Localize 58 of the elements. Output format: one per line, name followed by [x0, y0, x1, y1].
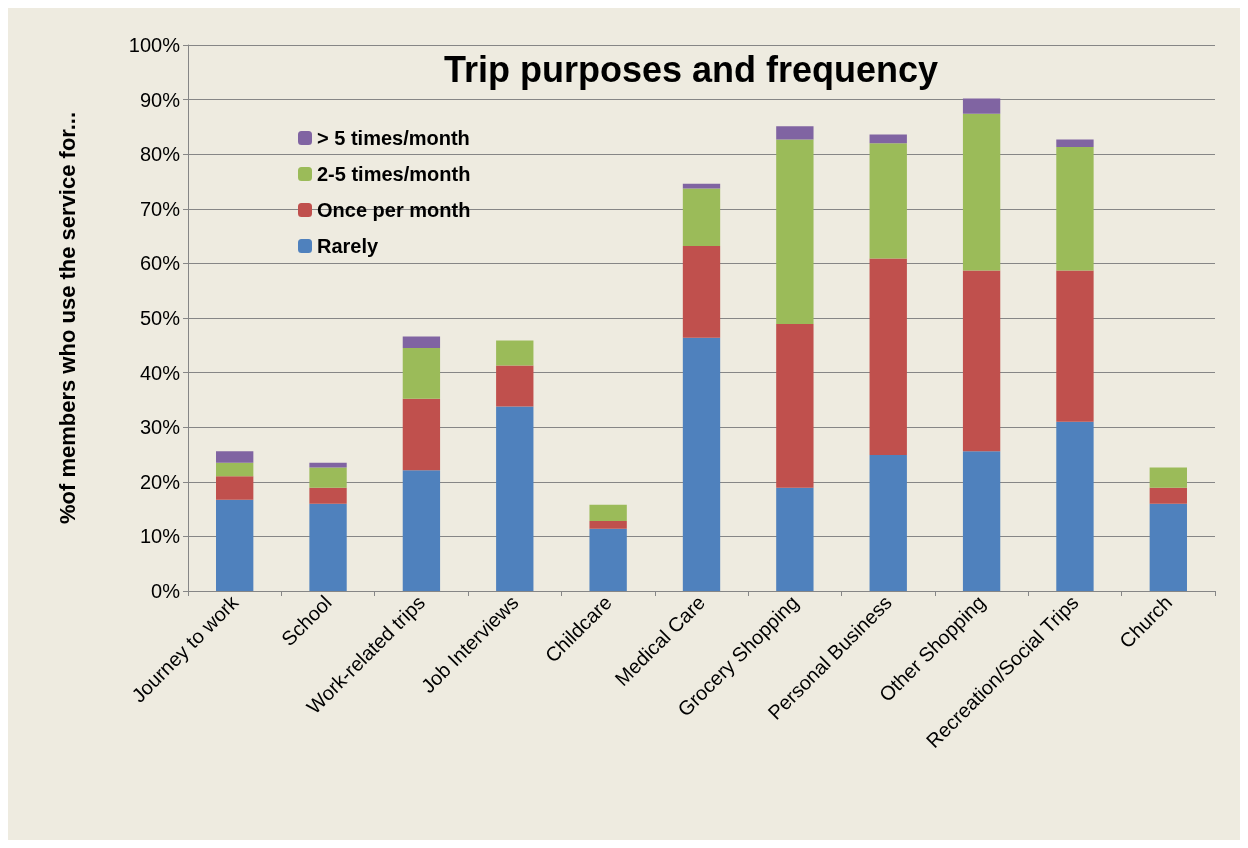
bar — [962, 98, 1001, 114]
y-tick-label: 50% — [139, 307, 181, 329]
legend-label: Once per month — [317, 199, 471, 221]
bar — [402, 348, 441, 399]
bar — [962, 113, 1001, 271]
bar — [776, 324, 814, 488]
bar — [682, 183, 721, 189]
bar — [682, 245, 721, 338]
legend-label: Rarely — [317, 235, 380, 257]
bar — [216, 462, 254, 477]
y-tick-label: 40% — [139, 361, 181, 384]
bar — [309, 462, 347, 468]
bar — [1149, 467, 1187, 488]
y-tick-label: 10% — [139, 525, 181, 548]
bar — [309, 503, 347, 591]
bar — [309, 467, 347, 488]
bar — [216, 499, 254, 591]
y-axis-title: %of members who use the service for... — [54, 111, 80, 525]
bar — [776, 126, 814, 140]
bar — [402, 470, 441, 591]
bar — [1056, 139, 1094, 148]
y-tick-label: 60% — [139, 252, 181, 275]
bar — [496, 340, 534, 366]
bar — [1056, 147, 1094, 271]
bar — [402, 398, 441, 471]
bar — [1149, 487, 1187, 504]
bar — [869, 258, 907, 456]
y-tick-label: 100% — [128, 34, 181, 56]
bar — [869, 143, 907, 259]
bar — [309, 487, 347, 504]
bar — [682, 337, 721, 591]
y-tick-label: 80% — [139, 143, 181, 166]
bar — [776, 139, 814, 325]
bar — [962, 451, 1001, 591]
y-tick-label: 0% — [151, 580, 181, 602]
bar — [589, 504, 627, 522]
y-tick-label: 30% — [139, 416, 181, 439]
bar — [402, 336, 441, 349]
bar — [496, 365, 534, 407]
bar — [496, 406, 534, 591]
bar — [962, 270, 1001, 452]
bar — [869, 455, 907, 591]
legend-label: > 5 times/month — [317, 127, 470, 149]
bar — [1056, 421, 1094, 591]
legend-label: 2-5 times/month — [317, 163, 471, 185]
bar — [682, 188, 721, 246]
bar — [776, 487, 814, 591]
y-tick-label: 90% — [139, 88, 181, 111]
bar — [589, 521, 627, 529]
bar — [216, 451, 254, 463]
bar — [869, 134, 907, 144]
bar — [589, 528, 627, 591]
y-tick-label: 70% — [139, 197, 181, 220]
bar — [1149, 503, 1187, 591]
bar — [216, 476, 254, 500]
chart-title: Trip purposes and frequency — [443, 48, 939, 90]
bar — [1056, 270, 1094, 422]
y-tick-label: 20% — [139, 470, 181, 493]
